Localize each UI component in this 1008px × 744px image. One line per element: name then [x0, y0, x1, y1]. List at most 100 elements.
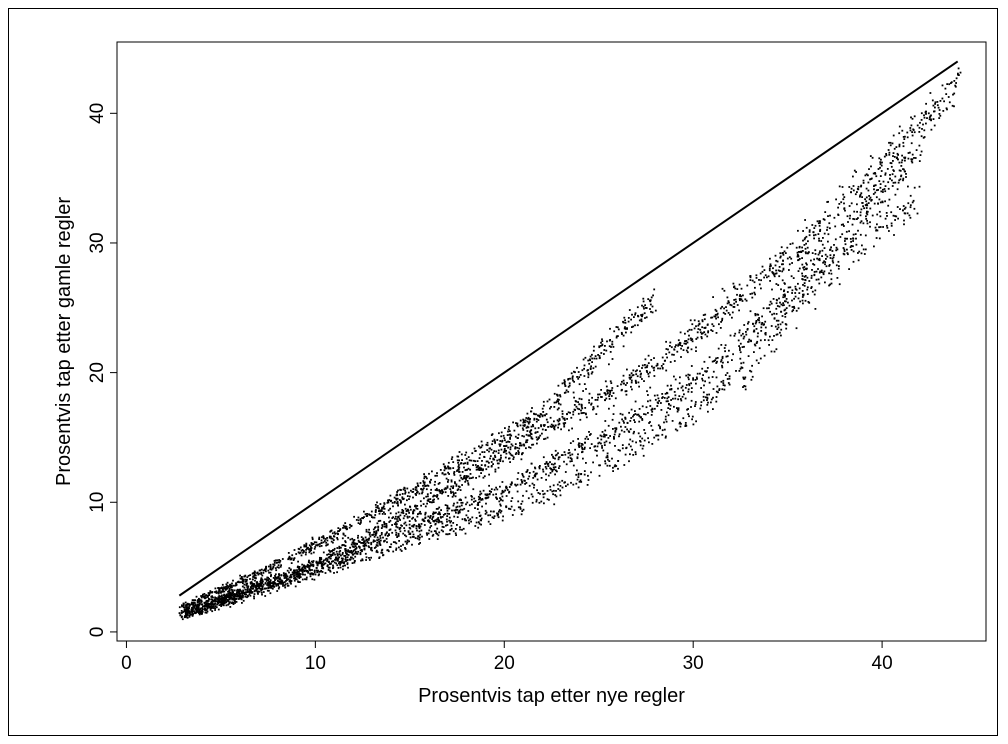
scatter-point [498, 509, 501, 511]
scatter-point [567, 452, 570, 455]
scatter-point [201, 603, 204, 606]
scatter-point [452, 530, 455, 533]
scatter-point [620, 429, 623, 432]
scatter-point [530, 425, 533, 428]
scatter-point [423, 520, 426, 523]
scatter-point [785, 312, 788, 314]
scatter-point [258, 569, 261, 572]
scatter-point [278, 578, 281, 581]
scatter-point [461, 484, 463, 486]
scatter-point [367, 531, 370, 534]
scatter-point [875, 196, 878, 199]
scatter-point [261, 579, 263, 582]
scatter-point [458, 479, 461, 482]
scatter-point [191, 611, 193, 613]
scatter-point [309, 575, 312, 578]
scatter-point [604, 460, 606, 463]
scatter-point [547, 426, 549, 428]
scatter-point [770, 325, 773, 327]
scatter-point [596, 399, 599, 401]
scatter-point [783, 293, 786, 296]
scatter-point [905, 173, 907, 175]
scatter-point [310, 564, 313, 567]
scatter-point [461, 518, 464, 521]
scatter-point [726, 302, 729, 305]
scatter-point [550, 426, 553, 428]
scatter-point [802, 230, 804, 232]
scatter-point [499, 511, 502, 514]
scatter-point [823, 247, 826, 249]
scatter-point [517, 437, 519, 439]
scatter-point [776, 299, 778, 302]
scatter-point [444, 487, 447, 489]
scatter-point [329, 535, 332, 538]
scatter-point [329, 553, 332, 556]
scatter-point [870, 165, 872, 168]
scatter-point [846, 252, 849, 254]
scatter-point [485, 460, 488, 463]
scatter-point [402, 512, 405, 515]
scatter-point [354, 555, 357, 558]
scatter-point [897, 158, 899, 161]
scatter-point [815, 270, 818, 273]
scatter-point [380, 551, 383, 554]
scatter-point [258, 572, 261, 575]
scatter-point [954, 84, 957, 87]
scatter-point [556, 470, 558, 473]
scatter-point [428, 472, 430, 475]
scatter-point [889, 162, 892, 164]
scatter-point [791, 289, 794, 292]
scatter-point [228, 587, 231, 590]
scatter-point [867, 174, 869, 177]
scatter-point [656, 405, 659, 407]
scatter-point [667, 396, 670, 398]
scatter-point [372, 539, 375, 542]
scatter-point [928, 118, 931, 121]
scatter-point [319, 562, 321, 564]
scatter-point [374, 546, 377, 548]
scatter-point [344, 548, 347, 551]
scatter-point [254, 579, 256, 582]
scatter-point [346, 528, 348, 530]
scatter-point [278, 566, 280, 569]
scatter-point [647, 373, 650, 375]
scatter-point [536, 478, 539, 481]
scatter-point [770, 265, 772, 267]
scatter-point [555, 401, 558, 404]
scatter-point [250, 592, 253, 594]
scatter-point [650, 359, 653, 361]
scatter-point [885, 212, 888, 214]
scatter-point [892, 134, 895, 137]
scatter-point [724, 350, 726, 353]
scatter-point [557, 384, 560, 387]
scatter-point [217, 598, 219, 601]
scatter-point [488, 473, 490, 476]
scatter-point [298, 566, 301, 568]
scatter-point [776, 333, 779, 336]
scatter-point [352, 541, 355, 543]
scatter-point [396, 491, 398, 493]
scatter-point [755, 274, 758, 277]
scatter-point [379, 510, 382, 513]
scatter-point [314, 546, 317, 548]
scatter-point [866, 213, 869, 216]
scatter-point [753, 343, 756, 346]
scatter-point [721, 319, 723, 322]
scatter-point [461, 459, 463, 461]
scatter-point [408, 540, 410, 543]
scatter-point [605, 456, 608, 459]
scatter-point [916, 212, 919, 215]
scatter-point [677, 409, 680, 411]
scatter-point [517, 450, 520, 452]
scatter-point [309, 564, 312, 567]
scatter-point [339, 561, 341, 563]
scatter-point [844, 209, 846, 212]
scatter-point [468, 477, 471, 480]
scatter-point [658, 400, 661, 402]
scatter-point [508, 486, 511, 488]
scatter-point [530, 462, 533, 465]
scatter-point [754, 344, 757, 347]
scatter-point [643, 439, 646, 442]
scatter-point [196, 609, 198, 612]
scatter-point [192, 607, 194, 609]
